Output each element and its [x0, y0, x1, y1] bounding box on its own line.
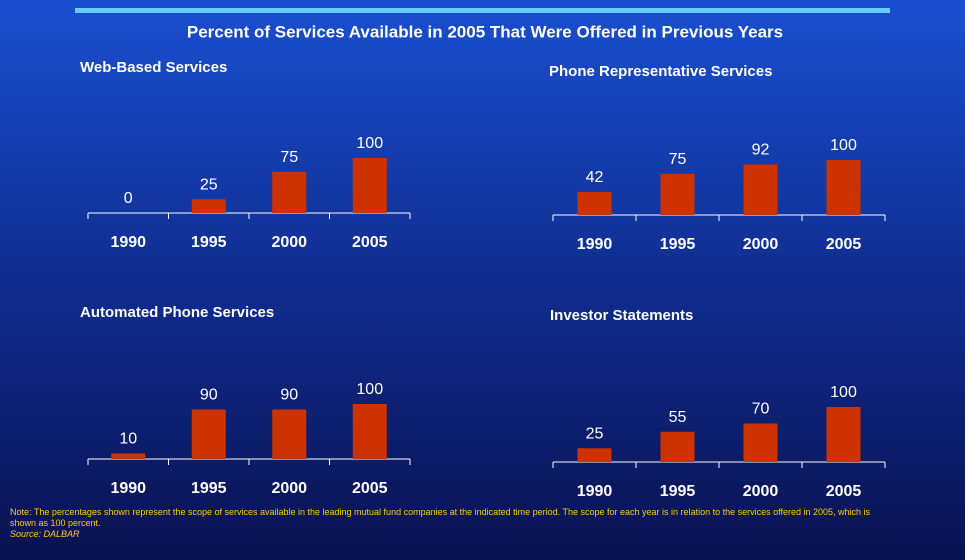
- bar: [577, 448, 612, 462]
- x-tick-label: 2000: [271, 480, 307, 497]
- value-label: 100: [830, 384, 857, 401]
- x-tick-label: 1990: [110, 480, 146, 497]
- x-tick-label: 2005: [352, 234, 388, 251]
- bar: [743, 164, 778, 215]
- x-tick-label: 1990: [577, 483, 613, 500]
- value-label: 70: [752, 401, 770, 418]
- bar: [577, 191, 612, 215]
- x-tick-label: 1995: [660, 483, 696, 500]
- top-rule: [75, 8, 890, 13]
- note: Note: The percentages shown represent th…: [10, 507, 890, 540]
- bar: [191, 199, 226, 213]
- chart-title: Web-Based Services: [80, 59, 227, 76]
- value-label: 42: [586, 169, 604, 186]
- value-label: 25: [586, 425, 604, 442]
- value-label: 100: [356, 135, 383, 152]
- value-label: 90: [200, 387, 218, 404]
- chart-title: Phone Representative Services: [549, 63, 772, 80]
- value-label: 90: [280, 387, 298, 404]
- bar: [826, 407, 861, 462]
- value-label: 100: [356, 381, 383, 398]
- x-tick-label: 2000: [743, 483, 779, 500]
- x-tick-label: 1990: [577, 236, 613, 253]
- bar: [111, 453, 146, 459]
- x-tick-label: 2000: [743, 236, 779, 253]
- bar: [826, 160, 861, 215]
- x-tick-label: 2005: [826, 236, 862, 253]
- bar: [743, 423, 778, 462]
- value-label: 92: [752, 142, 770, 159]
- bar: [352, 404, 387, 459]
- bar: [272, 409, 307, 459]
- x-tick-label: 1995: [191, 480, 227, 497]
- x-tick-label: 1990: [110, 234, 146, 251]
- x-tick-label: 1995: [191, 234, 227, 251]
- value-label: 10: [119, 431, 137, 448]
- bar: [272, 171, 307, 213]
- value-label: 55: [669, 409, 687, 426]
- x-tick-label: 2000: [271, 234, 307, 251]
- slide-title: Percent of Services Available in 2005 Th…: [187, 22, 783, 41]
- value-label: 75: [669, 151, 687, 168]
- chart-title: Investor Statements: [550, 307, 693, 324]
- x-tick-label: 2005: [826, 483, 862, 500]
- x-tick-label: 2005: [352, 480, 388, 497]
- bar: [660, 173, 695, 215]
- value-label: 75: [280, 149, 298, 166]
- value-label: 25: [200, 176, 218, 193]
- chart-title: Automated Phone Services: [80, 304, 274, 321]
- note-text: Note: The percentages shown represent th…: [10, 507, 871, 528]
- source: Source: DALBAR: [10, 529, 80, 539]
- value-label: 0: [124, 190, 133, 207]
- bar: [191, 409, 226, 459]
- bar: [660, 431, 695, 462]
- value-label: 100: [830, 137, 857, 154]
- x-tick-label: 1995: [660, 236, 696, 253]
- bar: [352, 158, 387, 213]
